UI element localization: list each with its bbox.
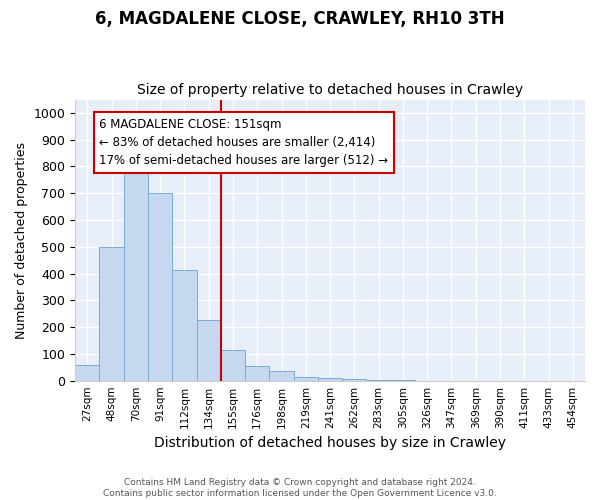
Bar — [293, 376, 318, 380]
Bar — [100, 247, 124, 380]
Y-axis label: Number of detached properties: Number of detached properties — [15, 142, 28, 338]
Text: Contains HM Land Registry data © Crown copyright and database right 2024.
Contai: Contains HM Land Registry data © Crown c… — [103, 478, 497, 498]
Bar — [245, 366, 269, 380]
Bar — [269, 372, 293, 380]
Title: Size of property relative to detached houses in Crawley: Size of property relative to detached ho… — [137, 83, 523, 97]
Bar — [124, 164, 148, 380]
Bar — [75, 366, 100, 380]
Text: 6, MAGDALENE CLOSE, CRAWLEY, RH10 3TH: 6, MAGDALENE CLOSE, CRAWLEY, RH10 3TH — [95, 10, 505, 28]
Text: 6 MAGDALENE CLOSE: 151sqm
← 83% of detached houses are smaller (2,414)
17% of se: 6 MAGDALENE CLOSE: 151sqm ← 83% of detac… — [100, 118, 389, 168]
Bar — [318, 378, 342, 380]
Bar — [172, 270, 197, 380]
Bar — [221, 350, 245, 380]
Bar — [197, 320, 221, 380]
X-axis label: Distribution of detached houses by size in Crawley: Distribution of detached houses by size … — [154, 436, 506, 450]
Bar — [148, 194, 172, 380]
